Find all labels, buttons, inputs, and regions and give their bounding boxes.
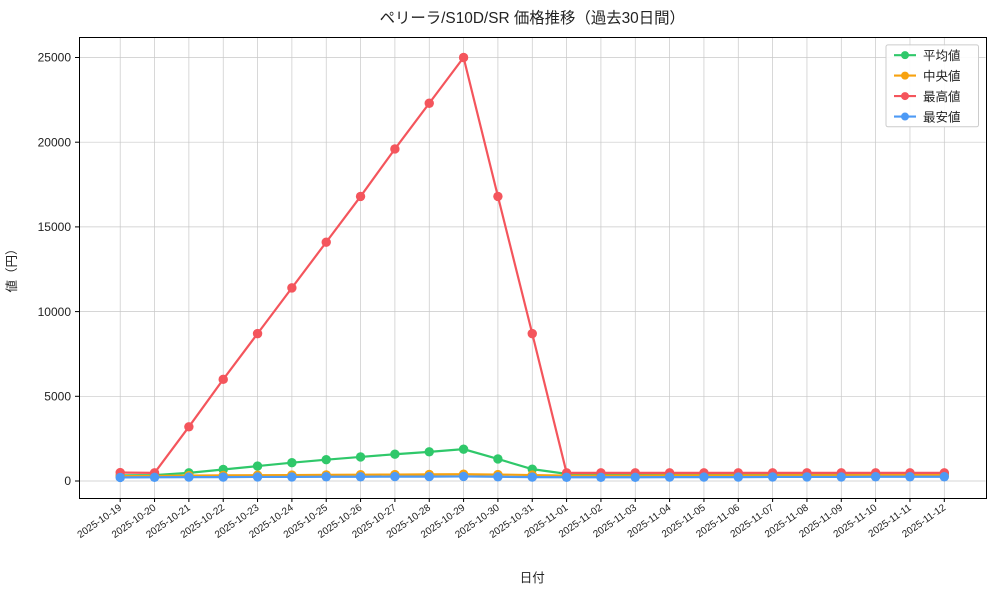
svg-text:値（円）: 値（円） — [4, 242, 19, 292]
svg-text:10000: 10000 — [38, 305, 72, 319]
svg-text:25000: 25000 — [38, 51, 72, 65]
svg-text:20000: 20000 — [38, 135, 72, 149]
svg-text:0: 0 — [64, 474, 71, 488]
svg-text:5000: 5000 — [44, 390, 71, 404]
svg-text:日付: 日付 — [520, 571, 545, 585]
svg-text:15000: 15000 — [38, 220, 72, 234]
svg-text:ペリーラ/S10D/SR 価格推移（過去30日間）: ペリーラ/S10D/SR 価格推移（過去30日間） — [380, 9, 685, 27]
svg-text:最安値: 最安値 — [923, 109, 961, 124]
svg-text:中央値: 中央値 — [923, 68, 961, 83]
svg-text:最高値: 最高値 — [923, 89, 961, 104]
svg-text:平均値: 平均値 — [923, 48, 961, 63]
